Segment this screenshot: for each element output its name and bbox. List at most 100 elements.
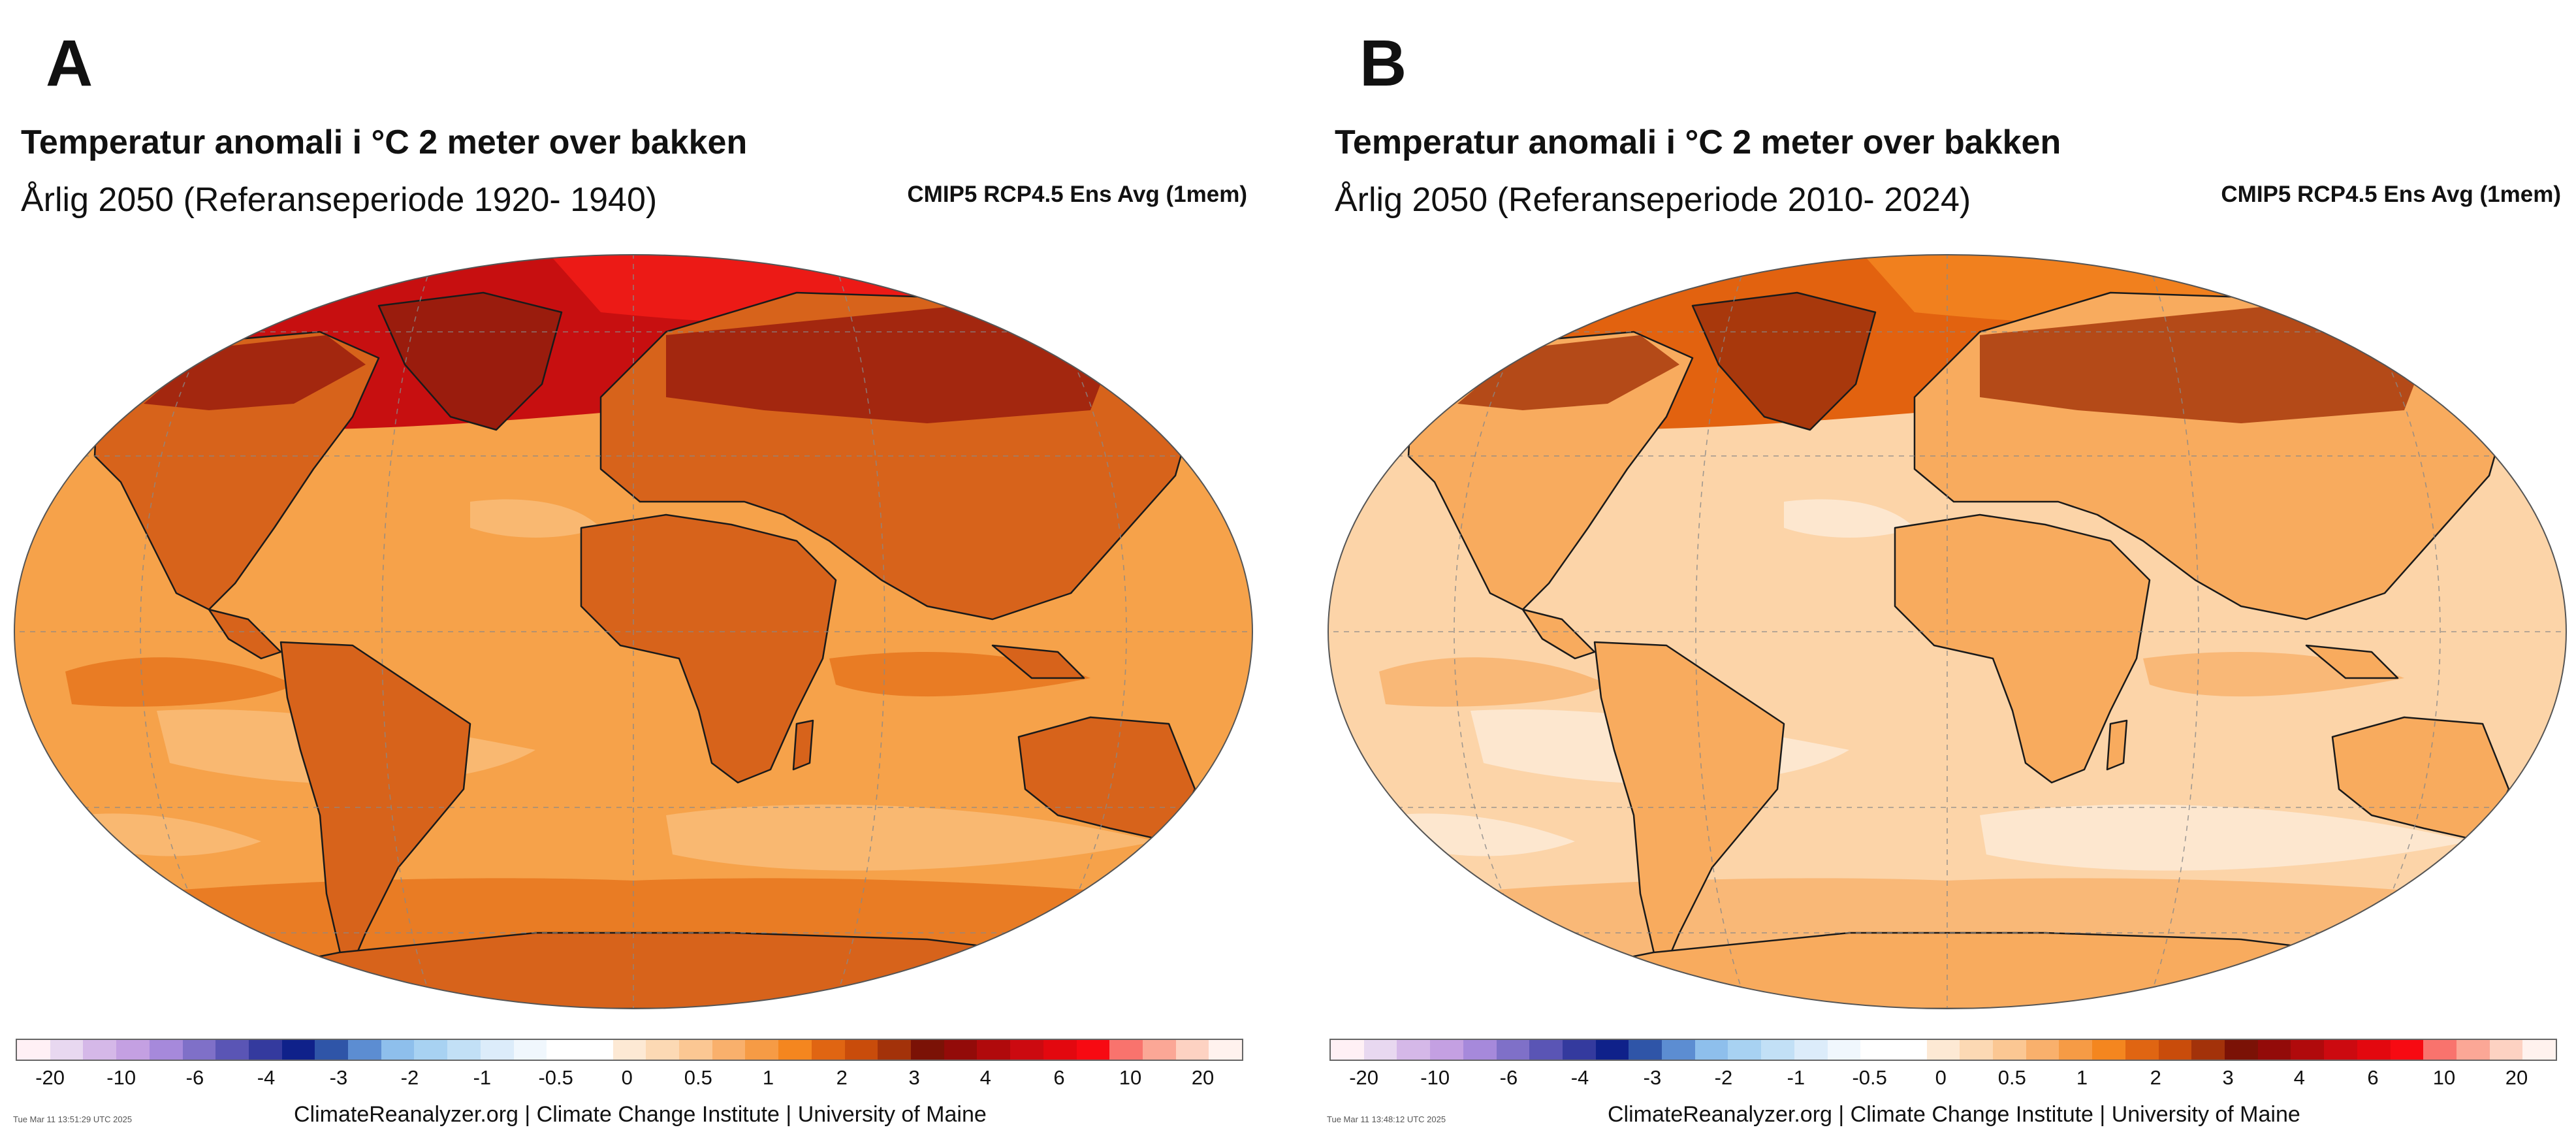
colorbar-segment [2257, 1040, 2291, 1060]
continent-indonesia [991, 644, 1085, 679]
timestamp: Tue Mar 11 13:51:29 UTC 2025 [13, 1114, 133, 1124]
colorbar-segment [646, 1040, 680, 1060]
northern-landmass-peak [666, 302, 1123, 423]
credit-line: ClimateReanalyzer.org | Climate Change I… [1608, 1102, 2300, 1127]
credit-line: ClimateReanalyzer.org | Climate Change I… [294, 1102, 987, 1127]
colorbar-ticks: -20 -10 -6 -4 -3 -2 -1 -0.5 0 0.5 1 2 3 4 6 10 20 [16, 1066, 1243, 1099]
panel-letter: B [1360, 27, 1407, 100]
colorbar-segment [1827, 1040, 1861, 1060]
colorbar-segment [1331, 1040, 1364, 1060]
colorbar-tick-label: -20 [1349, 1066, 1379, 1089]
anomaly-band [65, 657, 294, 707]
colorbar-segment [1629, 1040, 1662, 1060]
colorbar-tick-label: 3 [908, 1066, 920, 1089]
continent-centralAmerica [1521, 608, 1596, 660]
northern-landmass-peak [1457, 335, 1679, 410]
colorbar-tick-label: -2 [1714, 1066, 1733, 1089]
colorbar-tick-label: -6 [185, 1066, 204, 1089]
colorbar-segment [1860, 1040, 1894, 1060]
colorbar-segment [2125, 1040, 2159, 1060]
colorbar-segment [17, 1040, 50, 1060]
colorbar-segment [1043, 1040, 1077, 1060]
graticule-line [2149, 266, 2199, 999]
colorbar-tick-label: 20 [1191, 1066, 1215, 1089]
colorbar-segment [83, 1040, 117, 1060]
map-layers [14, 255, 1252, 1009]
graticule-line [140, 299, 229, 966]
panel-a: A Temperatur anomali i °C 2 meter over b… [13, 27, 1253, 1127]
graticule-line [1695, 266, 1745, 999]
colorbar-tick-label: 1 [762, 1066, 774, 1089]
anomaly-band [1379, 657, 1608, 707]
colorbar-segment [2357, 1040, 2391, 1060]
continent-madagascar [792, 719, 814, 771]
colorbar-tick-label: -1 [473, 1066, 492, 1089]
anomaly-band [1784, 499, 1915, 538]
colorbar-tick-label: 0 [621, 1066, 633, 1089]
continent-africa [580, 513, 837, 784]
colorbar [16, 1039, 1243, 1061]
colorbar-segment [1993, 1040, 2026, 1060]
colorbar-segment [1694, 1040, 1728, 1060]
colorbar [1329, 1039, 2557, 1061]
colorbar-segment [2423, 1040, 2457, 1060]
map-subtitle: Årlig 2050 (Referanseperiode 1920- 1940) [21, 181, 658, 219]
colorbar-tick-label: -10 [106, 1066, 136, 1089]
colorbar-segment [447, 1040, 481, 1060]
colorbar-tick-label: -10 [1420, 1066, 1450, 1089]
continent-indonesia [2305, 644, 2399, 679]
colorbar-segment [2522, 1040, 2556, 1060]
colorbar-segment [612, 1040, 646, 1060]
colorbar-segment [149, 1040, 183, 1060]
colorbar-tick-label: -3 [329, 1066, 348, 1089]
globe-outline [14, 254, 1253, 1009]
graticule-line [1038, 299, 1127, 966]
colorbar-tick-label: 0.5 [684, 1066, 712, 1089]
colorbar-segment [977, 1040, 1011, 1060]
colorbar-tick-label: 0 [1935, 1066, 1947, 1089]
colorbar-tick-label: -1 [1787, 1066, 1805, 1089]
colorbar-segment [1430, 1040, 1463, 1060]
colorbar-tick-label: 2 [836, 1066, 848, 1089]
anomaly-band [470, 499, 601, 538]
colorbar-segment [745, 1040, 779, 1060]
colorbar-tick-label: 0.5 [1997, 1066, 2026, 1089]
colorbar-segment [1595, 1040, 1629, 1060]
panel-b: B Temperatur anomali i °C 2 meter over b… [1314, 0, 2576, 1136]
colorbar-segment [1076, 1040, 1110, 1060]
colorbar-segment [381, 1040, 415, 1060]
colorbar-segment [513, 1040, 547, 1060]
colorbar-segment [480, 1040, 514, 1060]
continent-greenland [1691, 291, 1877, 431]
colorbar-segment [248, 1040, 282, 1060]
colorbar-segment [414, 1040, 448, 1060]
colorbar-tick-label: 6 [1053, 1066, 1065, 1089]
continent-africa [1894, 513, 2151, 784]
colorbar-segment [579, 1040, 613, 1060]
continent-newZealand [2534, 827, 2556, 875]
colorbar-tick-label: 4 [979, 1066, 991, 1089]
colorbar-segment [778, 1040, 812, 1060]
northern-landmass-peak [1980, 302, 2437, 423]
continent-greenland [377, 291, 563, 431]
panel-letter: A [46, 27, 93, 100]
colorbar-segment [1728, 1040, 1762, 1060]
continent-centralAmerica [208, 608, 282, 660]
colorbar-segment [1010, 1040, 1043, 1060]
colorbar-tick-label: -2 [400, 1066, 419, 1089]
colorbar-segment [2390, 1040, 2424, 1060]
colorbar-tick-label: 6 [2367, 1066, 2379, 1089]
colorbar-segment [215, 1040, 249, 1060]
map-subtitle: Årlig 2050 (Referanseperiode 2010- 2024) [1335, 181, 1971, 219]
map-layers [1328, 255, 2566, 1009]
colorbar-segment [1662, 1040, 1695, 1060]
colorbar-tick-label: 3 [2222, 1066, 2234, 1089]
continent-newZealand [1220, 827, 1242, 875]
colorbar-tick-label: -4 [257, 1066, 276, 1089]
colorbar-segment [2324, 1040, 2357, 1060]
continent-madagascar [2106, 719, 2128, 771]
colorbar-segment [944, 1040, 978, 1060]
colorbar-segment [2059, 1040, 2093, 1060]
colorbar-ticks: -20 -10 -6 -4 -3 -2 -1 -0.5 0 0.5 1 2 3 4 6 10 20 [1329, 1066, 2557, 1099]
colorbar-tick-label: -0.5 [538, 1066, 573, 1089]
